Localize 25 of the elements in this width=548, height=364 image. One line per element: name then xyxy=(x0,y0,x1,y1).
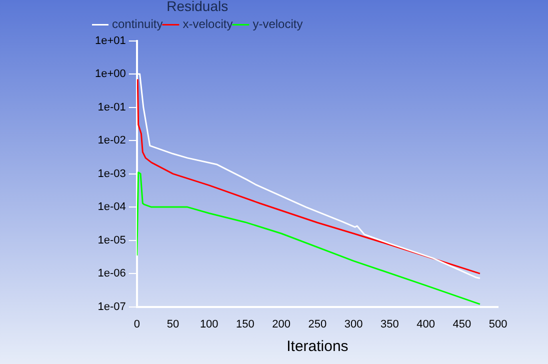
x-tick-label: 100 xyxy=(200,318,218,330)
y-tick-label: 1e+00 xyxy=(94,68,126,80)
x-tick-label: 0 xyxy=(134,318,140,330)
y-tick-label: 1e-05 xyxy=(98,234,126,246)
x-tick-label: 50 xyxy=(166,318,180,330)
y-tick-label: 1e-03 xyxy=(98,168,126,180)
x-tick-label: 400 xyxy=(416,318,435,330)
x-tick-label: 450 xyxy=(452,318,472,330)
x-tick-label: 200 xyxy=(272,318,291,330)
x-tick-label: 250 xyxy=(308,318,327,330)
x-tick-label: 150 xyxy=(236,318,254,330)
legend-label: y-velocity xyxy=(252,17,303,32)
x-axis-title: Iterations xyxy=(286,338,348,356)
x-tick-label: 500 xyxy=(488,318,508,330)
legend-label: continuity xyxy=(112,17,163,32)
x-tick-label: 300 xyxy=(344,318,363,330)
legend-title: Residuals xyxy=(166,0,228,14)
y-tick-label: 1e+01 xyxy=(94,34,126,47)
y-tick-label: 1e-06 xyxy=(98,268,126,280)
y-tick-label: 1e-01 xyxy=(98,101,126,114)
y-tick-label: 1e-02 xyxy=(98,134,126,147)
y-tick-label: 1e-04 xyxy=(98,201,126,214)
legend-label: x-velocity xyxy=(182,17,233,32)
x-tick-label: 350 xyxy=(380,318,399,330)
y-tick-label: 1e-07 xyxy=(98,300,126,313)
